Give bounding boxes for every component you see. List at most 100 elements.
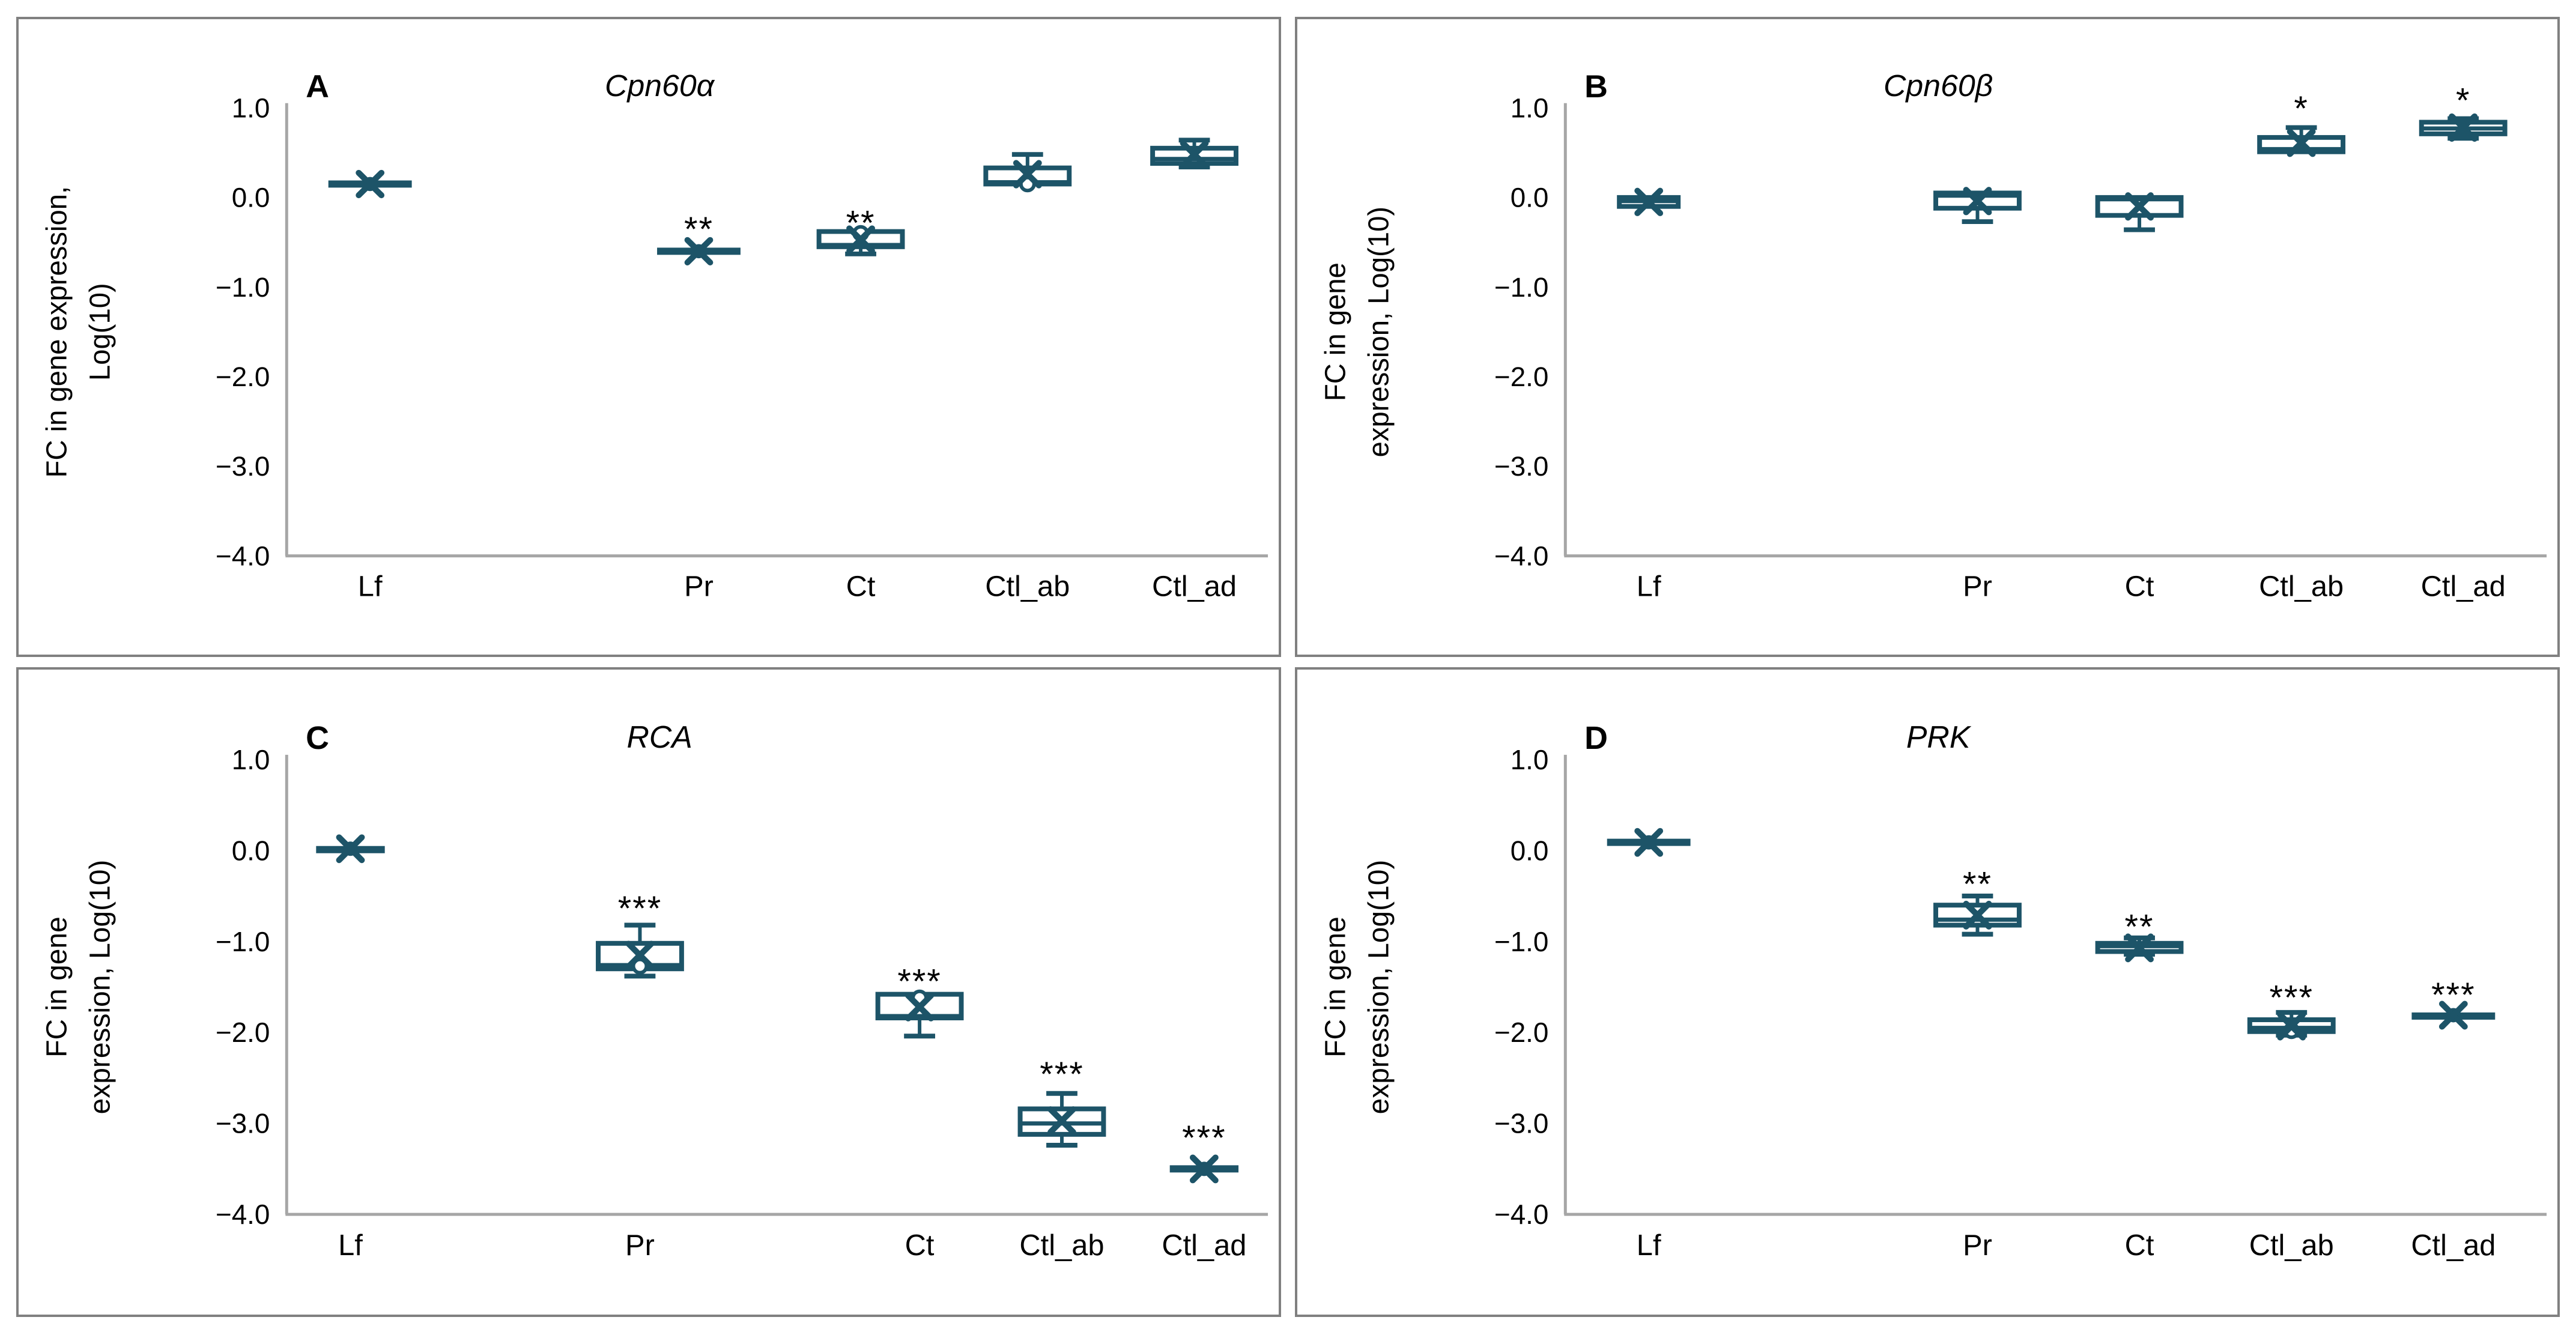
significance-label: *** — [2431, 976, 2475, 1014]
y-tick-label: 0.0 — [232, 183, 270, 213]
box-plot-Lf — [328, 169, 412, 199]
y-tick-label: 1.0 — [1511, 93, 1549, 124]
box-plot-Lf — [316, 834, 385, 864]
box-plot-Ctl_ab: *** — [1017, 1055, 1106, 1148]
y-tick-label: −1.0 — [1494, 272, 1548, 303]
y-tick-label: −3.0 — [216, 451, 270, 482]
mean-x-marker — [1634, 187, 1664, 216]
significance-label: ** — [2125, 907, 2154, 946]
y-axis-label-line1: FC in gene — [1320, 262, 1351, 401]
mean-x-marker — [2125, 192, 2154, 221]
panel-letter: C — [306, 720, 329, 756]
significance-label: ** — [846, 204, 876, 243]
mean-x-marker — [2277, 1011, 2306, 1041]
y-axis-label-line1: FC in gene — [41, 916, 73, 1058]
mean-x-marker — [684, 237, 714, 265]
mean-x-marker — [2449, 113, 2478, 142]
box-plot-Lf — [1607, 828, 1691, 857]
box-plot-Ctl_ad: *** — [1169, 1119, 1239, 1184]
y-tick-label: −4.0 — [216, 1199, 270, 1230]
x-category-label: Lf — [1637, 1229, 1661, 1262]
y-tick-label: 1.0 — [232, 744, 270, 775]
y-tick-label: −4.0 — [1494, 1199, 1548, 1230]
y-axis-label-line2: expression, Log(10) — [84, 860, 116, 1115]
panel-cpn60a-chart: 1.0 0.0 −1.0 −2.0 −3.0 −4.0 Lf Pr Ct Ctl_ab Ctl_ad… — [16, 17, 1281, 657]
box-plot-Ct: *** — [875, 962, 964, 1039]
box-plot-Pr — [1933, 187, 2022, 225]
x-category-label: Pr — [625, 1229, 655, 1262]
box-plot-Ctl_ab: * — [2257, 89, 2346, 157]
boxplot-svg: 1.0 0.0 −1.0 −2.0 −3.0 −4.0 Lf Pr Ct Ctl_ab Ctl_ad… — [41, 68, 1268, 603]
mean-x-marker — [2287, 129, 2316, 157]
x-category-label: Pr — [1963, 571, 1992, 603]
significance-label: *** — [897, 962, 941, 1001]
box-plot-Pr: ** — [657, 210, 741, 265]
x-category-label: Lf — [1637, 571, 1661, 603]
mean-x-marker — [2438, 1001, 2468, 1030]
x-category-label: Ctl_ab — [1019, 1229, 1104, 1262]
significance-label: *** — [618, 889, 662, 928]
y-tick-label: −2.0 — [1494, 1017, 1548, 1048]
mean-x-marker — [1180, 140, 1209, 169]
y-tick-label: −3.0 — [1494, 451, 1548, 482]
x-category-label: Ctl_ab — [2259, 571, 2344, 603]
y-axis-label-line2: expression, Log(10) — [1363, 207, 1395, 457]
box-plot-Ctl_ad: * — [2419, 82, 2508, 142]
panel-cpn60b-chart: 1.0 0.0 −1.0 −2.0 −3.0 −4.0 Lf Pr Ct Ctl_ab Ctl_ad… — [1295, 17, 2560, 657]
y-tick-label: −3.0 — [216, 1108, 270, 1139]
box-plot-Ctl_ad: *** — [2411, 976, 2496, 1030]
mean-x-marker — [1013, 160, 1042, 189]
significance-label: ** — [1963, 865, 1992, 903]
x-category-label: Ctl_ad — [1162, 1229, 1246, 1262]
y-axis-label-line1: FC in gene expression, — [41, 186, 73, 478]
y-axis-label-line1: FC in gene — [1320, 916, 1352, 1058]
x-category-label: Ctl_ab — [985, 571, 1070, 603]
x-category-label: Ctl_ab — [2249, 1229, 2334, 1262]
x-category-label: Ctl_ad — [1152, 571, 1237, 603]
significance-label: * — [2456, 82, 2470, 120]
panel-title: Cpn60α — [605, 68, 715, 103]
y-tick-label: −1.0 — [216, 926, 270, 957]
box-plot-Ctl_ab — [983, 152, 1072, 193]
mean-x-marker — [905, 992, 934, 1022]
boxplot-svg: 1.0 0.0 −1.0 −2.0 −3.0 −4.0 Lf Pr Ct Ctl_ab Ctl_ad… — [1320, 68, 2547, 603]
y-axis-label-line2: expression, Log(10) — [1363, 860, 1395, 1115]
y-tick-label: 0.0 — [1511, 835, 1549, 866]
panel-letter: D — [1584, 720, 1608, 756]
panel-title: RCA — [626, 719, 692, 754]
boxplot-svg: 1.0 0.0 −1.0 −2.0 −3.0 −4.0 Lf Pr Ct Ctl_ab Ctl_ad… — [41, 719, 1268, 1262]
y-tick-label: −4.0 — [1494, 541, 1548, 572]
mean-x-marker — [2125, 933, 2154, 963]
box-plot-Pr: *** — [596, 889, 684, 979]
significance-label: ** — [684, 210, 714, 249]
y-tick-label: −1.0 — [216, 272, 270, 303]
box-plot-Ctl_ad — [1150, 138, 1238, 170]
mean-x-marker — [1189, 1154, 1219, 1184]
significance-label: * — [2294, 89, 2308, 128]
x-category-label: Ct — [2125, 1229, 2154, 1262]
y-tick-label: 1.0 — [1511, 744, 1549, 775]
y-tick-label: 0.0 — [232, 835, 270, 866]
y-tick-label: −2.0 — [1494, 362, 1548, 392]
boxplot-svg: 1.0 0.0 −1.0 −2.0 −3.0 −4.0 Lf Pr Ct Ctl_ab Ctl_ad… — [1320, 719, 2547, 1262]
y-tick-label: −3.0 — [1494, 1108, 1548, 1139]
y-tick-label: 0.0 — [1511, 183, 1549, 213]
panel-letter: A — [306, 69, 329, 104]
x-category-label: Ct — [2125, 571, 2154, 603]
significance-label: *** — [1182, 1119, 1226, 1157]
mean-x-marker — [846, 225, 875, 254]
x-category-label: Ct — [905, 1229, 935, 1262]
outlier-circle — [631, 957, 649, 975]
panel-letter: B — [1584, 69, 1608, 104]
x-category-label: Ctl_ad — [2421, 571, 2506, 603]
box-plot-Ct: ** — [2095, 907, 2184, 963]
x-category-label: Pr — [1963, 1229, 1992, 1262]
y-axis-label-line2: Log(10) — [84, 283, 116, 381]
mean-x-marker — [1634, 828, 1664, 857]
mean-x-marker — [1047, 1106, 1076, 1136]
panel-title: PRK — [1906, 719, 1972, 754]
panel-title: Cpn60β — [1884, 68, 1993, 103]
box-plot-Lf — [1617, 187, 1681, 216]
y-tick-label: −2.0 — [216, 362, 270, 392]
panel-rca-chart: 1.0 0.0 −1.0 −2.0 −3.0 −4.0 Lf Pr Ct Ctl_ab Ctl_ad… — [16, 667, 1281, 1317]
